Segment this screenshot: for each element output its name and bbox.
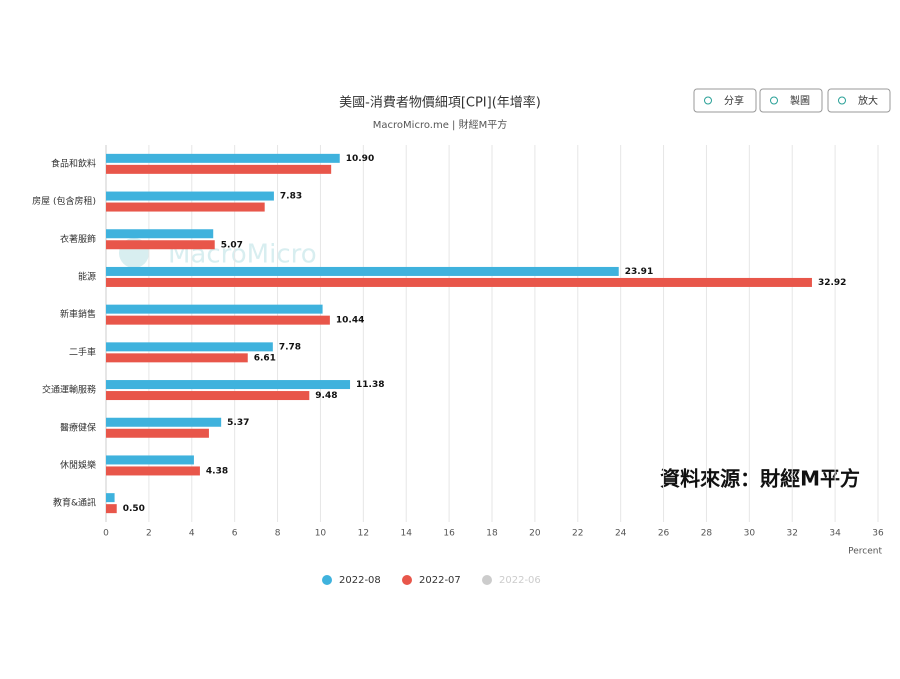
x-axis-label: Percent [848,547,882,557]
button-label[interactable]: 分享 [724,94,744,107]
x-tick-label: 34 [829,529,841,539]
y-tick-label: 二手車 [69,346,96,358]
button[interactable] [693,88,757,113]
y-tick-label: 房屋 (包含房租) [32,195,96,207]
button[interactable] [827,88,891,113]
data-label: 6.61 [254,353,276,363]
y-tick-label: 交通運輸服務 [42,384,96,396]
bar [106,202,265,212]
legend-marker[interactable] [482,575,492,585]
legend-label[interactable]: 2022-08 [339,575,381,586]
bar [106,455,194,465]
x-tick-label: 16 [443,529,455,539]
bar [106,380,351,390]
bar [106,353,248,363]
bar [106,304,323,314]
bar [106,191,274,201]
data-label: 7.78 [279,342,301,352]
x-tick-label: 24 [615,529,627,539]
bar [106,466,200,476]
y-tick-label: 休閒娛樂 [60,459,96,471]
data-label: 10.44 [336,316,364,326]
bar [106,277,812,287]
data-label: 0.50 [123,504,145,514]
button[interactable] [759,88,823,113]
bar [106,164,332,174]
x-tick-label: 28 [701,529,713,539]
data-label: 23.91 [625,267,653,277]
data-label: 32.92 [818,278,846,288]
x-tick-label: 10 [315,529,327,539]
legend-label[interactable]: 2022-07 [419,575,461,586]
data-label: 5.07 [221,240,243,250]
x-tick-label: 32 [786,529,797,539]
x-tick-label: 20 [529,529,541,539]
button-label[interactable]: 製圖 [790,94,810,107]
data-label: 5.37 [227,418,249,428]
annotation: 資料來源：財經M平方 [660,467,860,491]
x-tick-label: 36 [872,529,884,539]
data-label: 7.83 [280,192,302,202]
y-tick-label: 食品和飲料 [51,157,96,169]
chart-subtitle: MacroMicro.me | 財經M平方 [373,118,507,131]
y-tick-label: 教育&通訊 [53,497,96,509]
y-tick-label: 新車銷售 [60,308,96,320]
button-label[interactable]: 放大 [858,94,878,107]
x-tick-label: 0 [103,529,109,539]
x-tick-label: 22 [572,529,583,539]
x-tick-label: 6 [232,529,238,539]
button-icon [770,96,778,105]
bar [106,229,214,239]
bar [106,342,273,352]
x-tick-label: 14 [400,529,412,539]
legend-marker[interactable] [402,575,412,585]
data-label: 9.48 [315,391,337,401]
x-tick-label: 2 [146,529,152,539]
bar [106,153,340,163]
button-icon [704,96,712,105]
bar [106,315,330,325]
bar [106,428,209,438]
data-label: 10.90 [346,154,374,164]
bar [106,266,619,276]
bar [106,417,222,427]
x-tick-label: 12 [358,529,369,539]
data-label: 11.38 [356,380,384,390]
x-tick-label: 8 [275,529,281,539]
x-tick-label: 26 [658,529,670,539]
chart-title: 美國-消費者物價細項[CPI](年增率) [339,95,541,111]
legend-label[interactable]: 2022-06 [499,575,541,586]
data-label: 4.38 [206,466,228,476]
bar [106,391,310,401]
button-icon [838,96,846,105]
bar [106,240,215,250]
legend-marker[interactable] [322,575,332,585]
bar [106,493,115,503]
y-tick-label: 能源 [78,270,96,282]
x-tick-label: 30 [744,529,756,539]
y-tick-label: 醫療健保 [60,421,96,433]
x-tick-label: 18 [486,529,498,539]
bar [106,504,117,514]
x-tick-label: 4 [189,529,195,539]
y-tick-label: 衣著服飾 [60,233,96,245]
